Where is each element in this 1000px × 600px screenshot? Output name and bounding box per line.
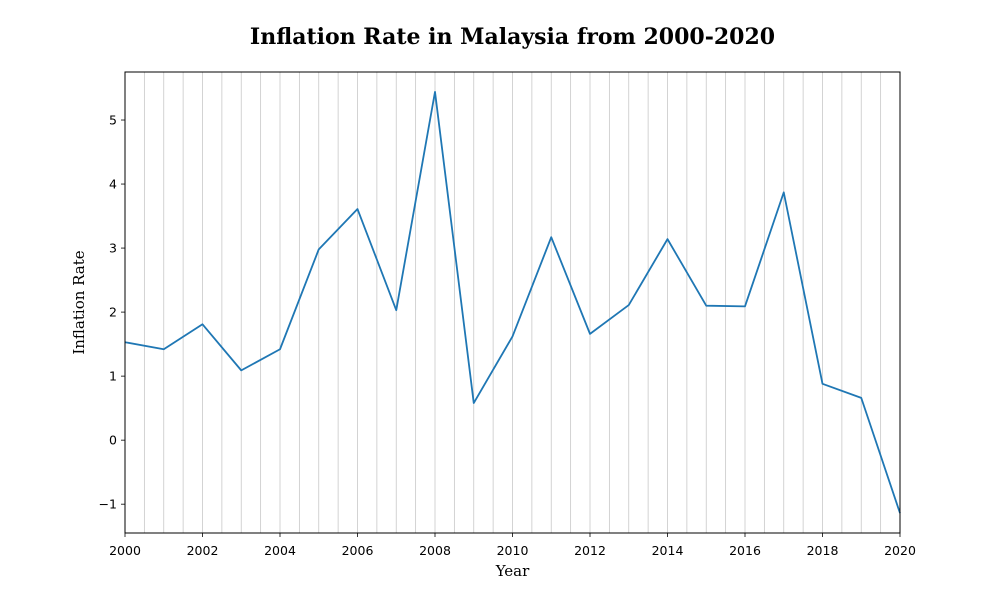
x-tick-label: 2014 [652,543,684,558]
y-tick-label: −1 [99,497,117,512]
x-tick-label: 2004 [264,543,296,558]
x-tick-label: 2000 [109,543,141,558]
x-tick-label: 2012 [574,543,606,558]
y-tick-label: 2 [109,305,117,320]
y-axis-label: Inflation Rate [70,250,88,354]
x-tick-label: 2006 [342,543,374,558]
y-tick-label: 4 [109,177,117,192]
x-tick-label: 2008 [419,543,451,558]
y-tick-label: 3 [109,241,117,256]
x-tick-label: 2018 [807,543,839,558]
x-tick-label: 2016 [729,543,761,558]
x-tick-label: 2020 [884,543,916,558]
chart-title: Inflation Rate in Malaysia from 2000-202… [250,24,775,50]
y-tick-label: 5 [109,113,117,128]
gridlines [124,72,901,533]
x-axis-label: Year [495,562,530,580]
y-tick-label: 0 [109,433,117,448]
y-tick-label: 1 [109,369,117,384]
x-tick-label: 2002 [187,543,219,558]
x-tick-label: 2010 [497,543,529,558]
x-axis-ticks: 2000 2002 2004 2006 2008 2010 2012 2014 2016 2018… [109,533,916,558]
series-lines [124,90,901,514]
y-axis-ticks: −1 0 1 2 3 4 5 [99,113,125,512]
